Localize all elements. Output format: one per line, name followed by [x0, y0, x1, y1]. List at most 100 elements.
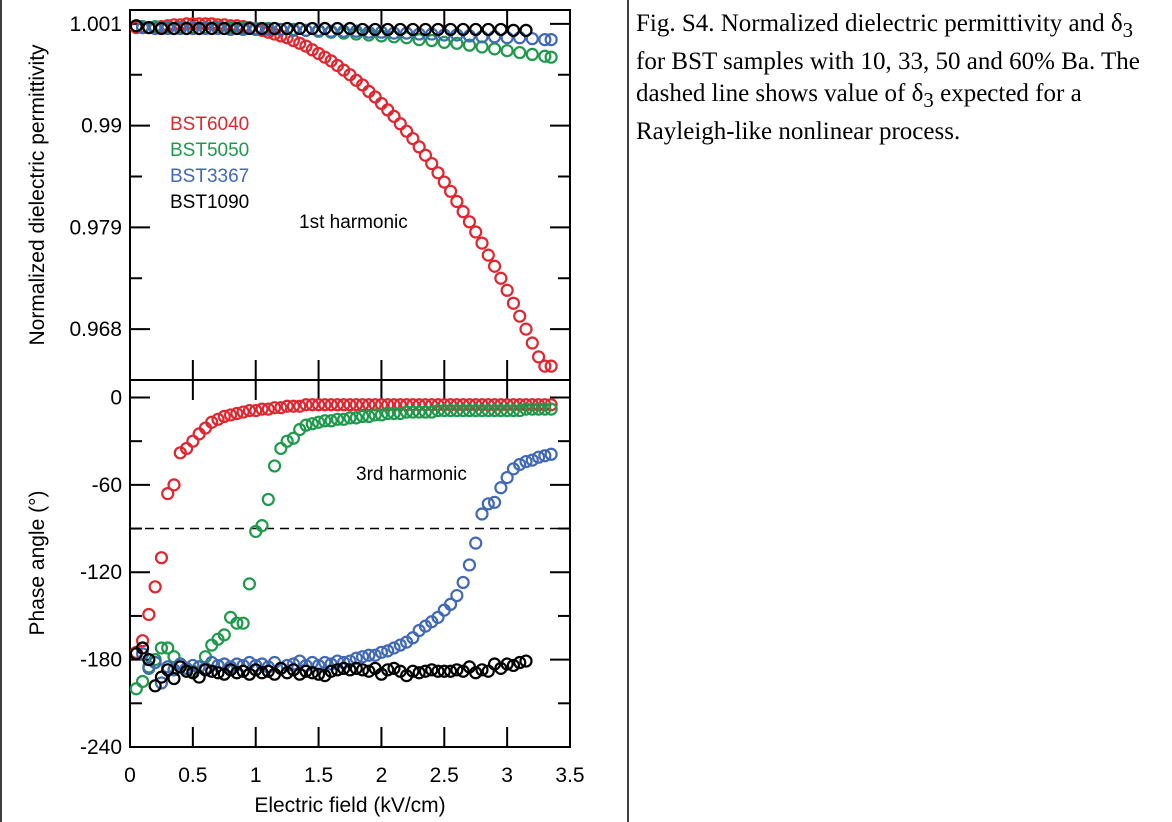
data-point: [311, 398, 326, 412]
data-point: [374, 96, 389, 111]
data-point: [230, 666, 244, 680]
data-point: [293, 21, 307, 36]
data-point: [393, 117, 407, 131]
chart: 0.968 0.979 0.99 1.001 -240 -180 -120 -60 0 0 0.5…: [26, 9, 585, 817]
data-point: [462, 215, 477, 229]
data-point: [355, 409, 370, 424]
data-point: [286, 657, 301, 671]
data-point: [456, 205, 470, 219]
data-point: [381, 22, 395, 37]
top-ytick-label: 1.001: [69, 13, 122, 36]
data-point: [135, 20, 150, 35]
data-point: [186, 434, 200, 448]
data-point: [305, 398, 319, 412]
data-point: [299, 664, 313, 678]
data-point: [431, 664, 445, 678]
bottom-series-BST3367: [135, 447, 558, 690]
data-point: [481, 497, 495, 511]
data-point: [318, 414, 332, 428]
data-point: [412, 666, 426, 680]
xtick-label: 1: [250, 764, 262, 787]
data-point: [525, 402, 539, 416]
data-point: [374, 645, 389, 659]
data-point: [293, 399, 307, 413]
data-point: [368, 408, 382, 422]
data-point: [299, 418, 313, 432]
data-point: [355, 650, 370, 664]
data-point: [538, 402, 552, 416]
data-point: [443, 22, 458, 37]
data-point: [154, 21, 169, 36]
data-point: [267, 401, 282, 415]
data-point: [154, 676, 169, 690]
data-point: [525, 336, 539, 350]
bottom-series-BST1090: [129, 641, 533, 693]
data-point: [198, 21, 213, 36]
bottom-ytick-label: -120: [80, 561, 122, 584]
data-point: [205, 415, 219, 429]
data-point: [129, 19, 143, 33]
data-point: [525, 47, 539, 62]
data-point: [519, 23, 533, 37]
data-point: [469, 536, 483, 550]
x-axis-title: Electric field (kV/cm): [254, 794, 445, 817]
data-point: [255, 666, 269, 680]
data-point: [135, 634, 150, 648]
top-annotation: 1st harmonic: [299, 212, 408, 233]
xtick-label: 3.5: [555, 764, 584, 787]
data-point: [343, 398, 357, 412]
data-point: [387, 109, 401, 123]
data-point: [236, 616, 250, 630]
caption-text-2: for BST samples with 10, 33, 50 and 60% …: [636, 48, 1140, 107]
data-point: [531, 450, 546, 464]
data-point: [261, 492, 275, 507]
data-point: [494, 22, 508, 37]
data-point: [374, 408, 389, 422]
data-point: [362, 648, 376, 662]
data-point: [362, 25, 376, 39]
data-point: [519, 654, 533, 668]
data-point: [519, 402, 533, 416]
data-point: [431, 22, 445, 37]
data-point: [450, 194, 464, 209]
data-point: [519, 322, 533, 336]
data-point: [148, 580, 162, 594]
data-point: [142, 607, 156, 622]
data-point: [167, 650, 181, 664]
data-point: [255, 21, 269, 36]
data-point: [217, 21, 231, 36]
data-point: [437, 175, 451, 189]
data-point: [519, 454, 533, 469]
data-point: [261, 664, 275, 678]
data-point: [450, 36, 464, 50]
data-point: [343, 21, 357, 36]
data-point: [418, 148, 433, 162]
data-point: [399, 405, 414, 419]
data-point: [318, 398, 332, 412]
data-point: [161, 21, 175, 36]
data-point: [167, 21, 181, 36]
data-point: [456, 22, 470, 37]
data-point: [506, 23, 521, 37]
data-point: [330, 398, 345, 412]
data-point: [412, 405, 426, 419]
data-point: [230, 616, 244, 630]
data-point: [293, 667, 307, 681]
data-point: [544, 447, 558, 461]
data-point: [544, 50, 558, 64]
data-point: [500, 657, 514, 671]
data-point: [349, 24, 363, 38]
data-point: [343, 663, 357, 677]
data-point: [462, 558, 477, 572]
data-point: [167, 671, 181, 686]
data-point: [349, 398, 363, 412]
top-panel: 0.968 0.979 0.99 1.001: [69, 10, 571, 380]
data-point: [544, 32, 558, 47]
data-point: [274, 441, 288, 456]
data-point: [161, 641, 175, 655]
data-point: [223, 22, 238, 37]
legend-entry-BST1090: BST1090: [170, 192, 249, 213]
data-point: [324, 398, 338, 412]
data-point: [299, 23, 313, 37]
data-point: [406, 22, 420, 37]
